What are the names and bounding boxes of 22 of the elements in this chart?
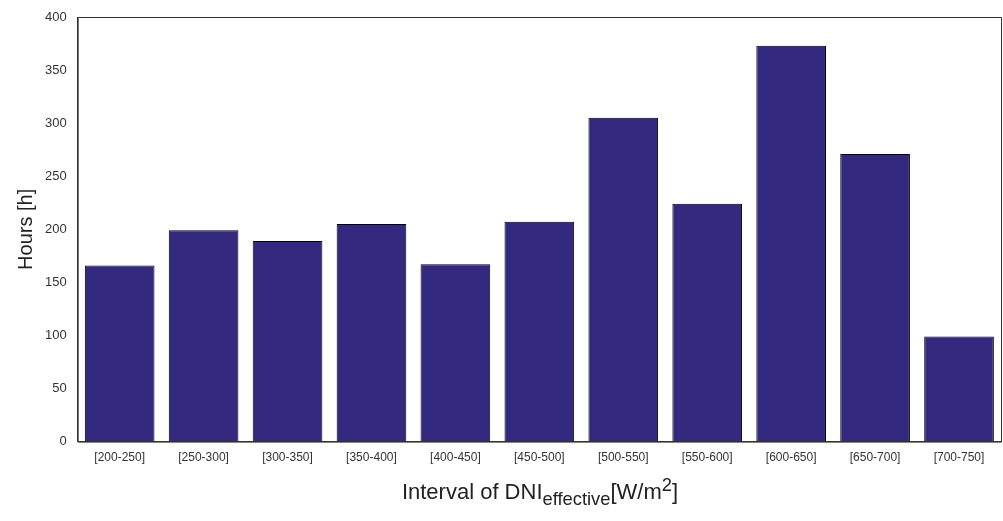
x-tick-label: [550-600] <box>681 450 733 465</box>
x-tick-label: [650-700] <box>849 450 901 465</box>
y-tick-label: 400 <box>44 8 67 24</box>
x-axis-title: Interval of DNI$_{effective}$[W/m$^{2}$] <box>400 474 680 510</box>
y-tick-label: 100 <box>44 327 67 343</box>
y-tick-label: 350 <box>44 61 67 77</box>
x-tick-label: [700-750] <box>933 450 985 465</box>
x-tick-label: [200-250] <box>94 450 146 465</box>
y-tick-label: 200 <box>44 220 67 236</box>
y-tick-label: 250 <box>44 167 67 183</box>
x-tick-label: [500-550] <box>597 450 649 465</box>
x-tick-label: [600-650] <box>765 450 817 465</box>
y-tick-label: 300 <box>44 114 67 130</box>
x-tick-label: [250-300] <box>178 450 229 465</box>
y-tick-label: 50 <box>52 380 67 396</box>
y-tick-label: 150 <box>44 273 67 289</box>
x-tick-label: [450-500] <box>513 450 565 465</box>
y-axis-title: Hours [h] <box>13 188 36 270</box>
x-tick-label: [300-350] <box>262 450 313 465</box>
x-tick-label: [400-450] <box>430 450 481 465</box>
y-tick-label: 0 <box>59 433 67 449</box>
x-tick-label: [350-400] <box>346 450 397 465</box>
